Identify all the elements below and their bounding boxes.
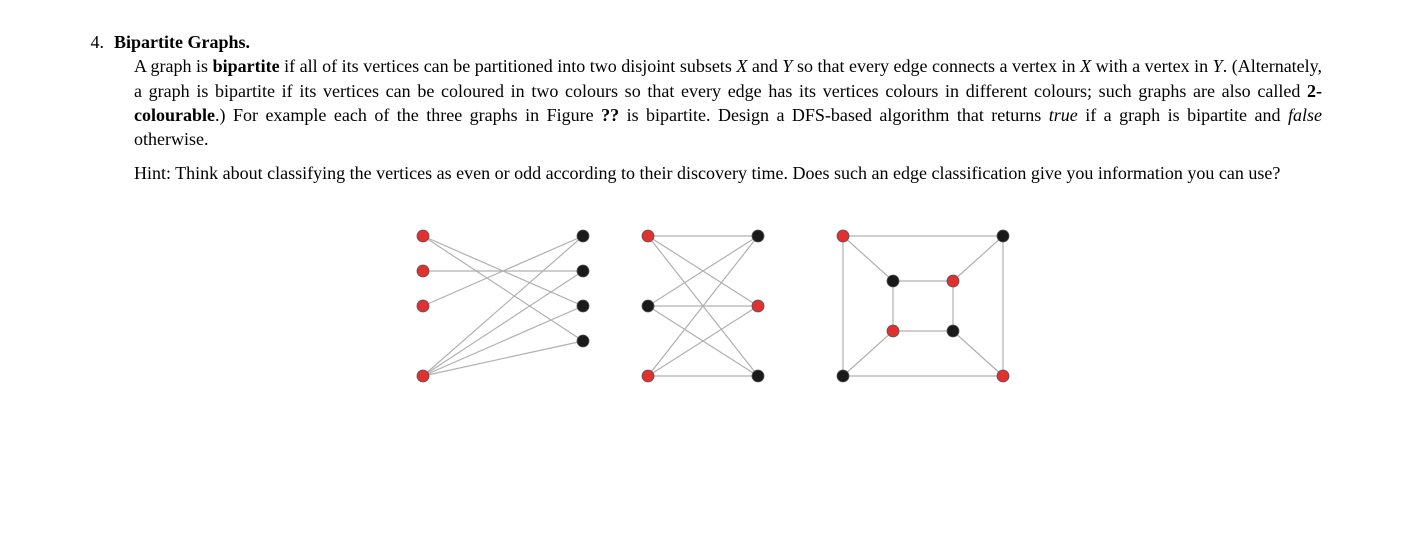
text: with a vertex in (1091, 56, 1213, 76)
text: .) For example each of the three graphs … (215, 105, 601, 125)
math-x: X (1080, 56, 1091, 76)
problem-content: Bipartite Graphs. A graph is bipartite i… (114, 30, 1322, 402)
problem-number: 4. (80, 30, 104, 402)
italic-false: false (1288, 105, 1322, 125)
paragraph-1: A graph is bipartite if all of its verti… (134, 54, 1322, 151)
problem-block: 4. Bipartite Graphs. A graph is bipartit… (80, 30, 1322, 402)
term-bipartite: bipartite (213, 56, 280, 76)
bipartite-graphs-figure (403, 216, 1033, 396)
text: A graph is (134, 56, 213, 76)
math-x: X (736, 56, 747, 76)
math-y: Y (1213, 56, 1223, 76)
math-y: Y (782, 56, 792, 76)
text: and (747, 56, 782, 76)
paragraph-hint: Hint: Think about classifying the vertic… (134, 161, 1322, 185)
text: if a graph is bipartite and (1078, 105, 1288, 125)
text: if all of its vertices can be partitione… (280, 56, 737, 76)
italic-true: true (1049, 105, 1078, 125)
figure-ref: ?? (601, 105, 619, 125)
problem-title: Bipartite Graphs. (114, 32, 250, 52)
text: so that every edge connects a vertex in (792, 56, 1080, 76)
text: otherwise. (134, 129, 208, 149)
text: is bipartite. Design a DFS-based algorit… (619, 105, 1049, 125)
figure-wrap (114, 216, 1322, 402)
